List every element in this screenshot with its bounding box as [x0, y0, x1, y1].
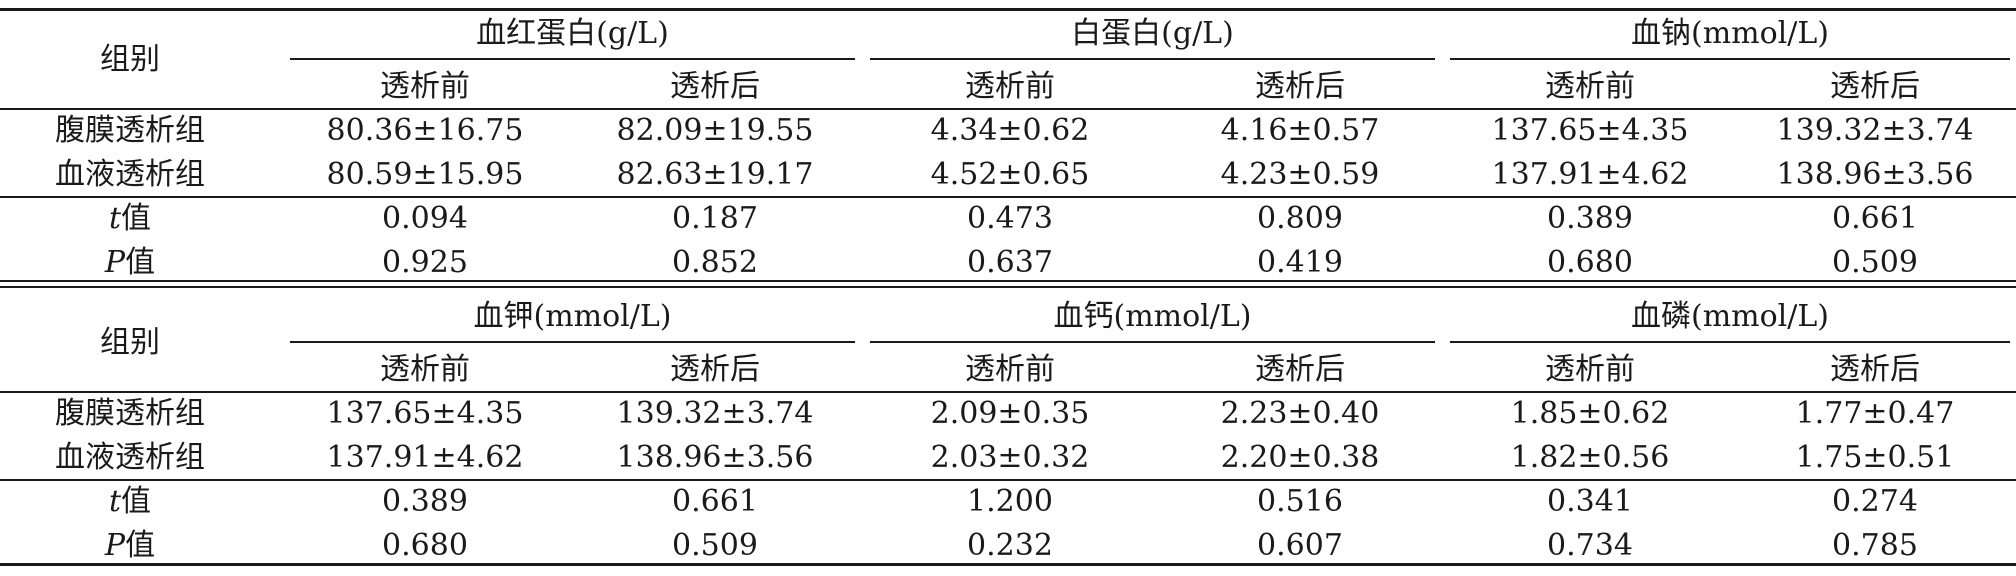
subcolumn-header: 透析前 [965, 352, 1055, 387]
data-cell: 1.77±0.47 [1795, 396, 1955, 431]
column-group-title: 血钠(mmol/L) [1631, 16, 1829, 51]
row-label: 血液透析组 [55, 440, 205, 475]
stat-cell: 0.516 [1257, 484, 1343, 519]
header-bottom-rule [0, 391, 2016, 393]
stat-cell: 0.274 [1832, 484, 1918, 519]
row-label: 腹膜透析组 [55, 396, 205, 431]
data-cell: 139.32±3.74 [616, 396, 814, 431]
stat-cell: 0.473 [967, 201, 1053, 236]
group-underline [290, 58, 855, 60]
column-group-title: 血红蛋白(g/L) [476, 16, 669, 51]
subcolumn-header: 透析后 [670, 69, 760, 104]
stat-suffix: 值 [125, 528, 156, 563]
column-group-title: 血钾(mmol/L) [473, 299, 672, 334]
stat-cell: 0.094 [382, 201, 468, 236]
column-group-title: 血钙(mmol/L) [1053, 299, 1252, 334]
stat-symbol: t [108, 201, 122, 236]
subcolumn-header: 透析前 [380, 69, 470, 104]
data-cell: 4.52±0.65 [930, 157, 1090, 192]
data-cell: 139.32±3.74 [1776, 113, 1974, 148]
stat-row-label: t 值 [10, 198, 250, 240]
data-cell: 82.09±19.55 [616, 113, 814, 148]
group-label-header: 组别 [100, 42, 160, 77]
stat-cell: 1.200 [967, 484, 1053, 519]
stat-symbol: P [104, 245, 126, 280]
subcolumn-header: 透析前 [1545, 352, 1635, 387]
header-bottom-rule [0, 108, 2016, 110]
data-cell: 2.20±0.38 [1220, 440, 1380, 475]
data-cell: 80.36±16.75 [326, 113, 524, 148]
stat-cell: 0.232 [967, 528, 1053, 563]
subcolumn-header: 透析后 [1255, 352, 1345, 387]
subcolumn-header: 透析后 [1830, 352, 1920, 387]
data-cell: 2.23±0.40 [1220, 396, 1380, 431]
row-label: 腹膜透析组 [55, 113, 205, 148]
data-cell: 2.03±0.32 [930, 440, 1090, 475]
stat-cell: 0.509 [1832, 245, 1918, 280]
stat-symbol: P [104, 528, 126, 563]
stat-row-label: P 值 [10, 242, 250, 284]
data-bottom-rule [0, 479, 2016, 481]
stat-cell: 0.785 [1832, 528, 1918, 563]
subcolumn-header: 透析前 [380, 352, 470, 387]
stat-cell: 0.607 [1257, 528, 1343, 563]
data-cell: 82.63±19.17 [616, 157, 814, 192]
data-cell: 4.23±0.59 [1220, 157, 1380, 192]
stat-cell: 0.852 [672, 245, 758, 280]
stat-cell: 0.809 [1257, 201, 1343, 236]
stat-row-label: P 值 [10, 525, 250, 567]
stat-cell: 0.661 [1832, 201, 1918, 236]
stat-suffix: 值 [121, 484, 152, 519]
stat-row-label: t 值 [10, 481, 250, 523]
table-top-rule [0, 8, 2016, 11]
group-underline [870, 58, 1435, 60]
block-separator-rule-2 [0, 286, 2016, 288]
group-underline [1450, 58, 2010, 60]
data-cell: 137.91±4.62 [326, 440, 524, 475]
stat-cell: 0.680 [1547, 245, 1633, 280]
stat-cell: 0.341 [1547, 484, 1633, 519]
stat-cell: 0.419 [1257, 245, 1343, 280]
stat-cell: 0.734 [1547, 528, 1633, 563]
data-cell: 2.09±0.35 [930, 396, 1090, 431]
stat-cell: 0.661 [672, 484, 758, 519]
subcolumn-header: 透析后 [670, 352, 760, 387]
data-cell: 80.59±15.95 [326, 157, 524, 192]
data-cell: 4.34±0.62 [930, 113, 1090, 148]
subcolumn-header: 透析后 [1830, 69, 1920, 104]
data-bottom-rule [0, 196, 2016, 198]
stat-cell: 0.509 [672, 528, 758, 563]
group-underline [290, 341, 855, 343]
data-cell: 1.85±0.62 [1510, 396, 1670, 431]
row-label: 血液透析组 [55, 157, 205, 192]
data-cell: 137.65±4.35 [1491, 113, 1689, 148]
block-separator-rule-1 [0, 280, 2016, 282]
data-cell: 1.82±0.56 [1510, 440, 1670, 475]
stat-cell: 0.389 [1547, 201, 1633, 236]
subcolumn-header: 透析后 [1255, 69, 1345, 104]
data-cell: 138.96±3.56 [616, 440, 814, 475]
data-cell: 137.65±4.35 [326, 396, 524, 431]
group-label-header: 组别 [100, 325, 160, 360]
subcolumn-header: 透析前 [1545, 69, 1635, 104]
stat-cell: 0.637 [967, 245, 1053, 280]
table-bottom-rule [0, 563, 2016, 566]
column-group-title: 血磷(mmol/L) [1631, 299, 1829, 334]
data-cell: 138.96±3.56 [1776, 157, 1974, 192]
data-cell: 1.75±0.51 [1795, 440, 1955, 475]
stat-cell: 0.187 [672, 201, 758, 236]
stat-symbol: t [108, 484, 122, 519]
stat-cell: 0.389 [382, 484, 468, 519]
stat-cell: 0.925 [382, 245, 468, 280]
stat-suffix: 值 [125, 245, 156, 280]
stat-suffix: 值 [121, 201, 152, 236]
subcolumn-header: 透析前 [965, 69, 1055, 104]
data-cell: 137.91±4.62 [1491, 157, 1689, 192]
stat-cell: 0.680 [382, 528, 468, 563]
data-cell: 4.16±0.57 [1220, 113, 1380, 148]
group-underline [870, 341, 1435, 343]
column-group-title: 白蛋白(g/L) [1071, 16, 1234, 51]
group-underline [1450, 341, 2010, 343]
